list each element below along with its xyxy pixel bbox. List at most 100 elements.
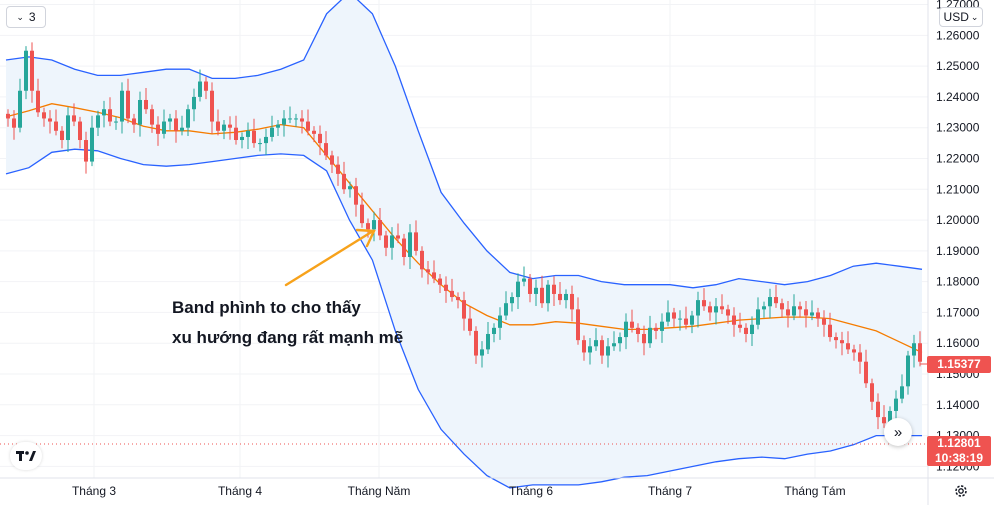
candle-body xyxy=(126,90,130,119)
candle-body xyxy=(90,127,94,162)
candle-body xyxy=(354,186,358,205)
price-tick-label: 1.23000 xyxy=(936,121,980,135)
currency-dropdown[interactable]: USD ⌄ xyxy=(939,7,983,27)
price-tick-label: 1.21000 xyxy=(936,182,980,196)
candle-body xyxy=(336,164,340,174)
price-tick-label: 1.24000 xyxy=(936,90,980,104)
candle-body xyxy=(120,90,124,122)
candle-body xyxy=(420,250,424,270)
candle-body xyxy=(834,337,838,341)
candle-body xyxy=(612,343,616,347)
chevron-down-icon: ⌄ xyxy=(16,11,24,22)
candle-body xyxy=(804,309,808,316)
currency-label: USD xyxy=(943,10,969,24)
candle-body xyxy=(702,300,706,307)
countdown-timer: 10:38:19 xyxy=(934,451,984,465)
candle-body xyxy=(750,324,754,334)
settings-gear-icon[interactable] xyxy=(952,482,970,500)
candle-body xyxy=(600,340,604,356)
candle-body xyxy=(708,306,712,313)
candle-body xyxy=(318,133,322,144)
annotation-line2: xu hướng đang rất mạnh mẽ xyxy=(172,328,403,347)
candle-body xyxy=(6,113,10,119)
candle-body xyxy=(348,186,352,190)
candle-body xyxy=(444,284,448,291)
scroll-to-realtime-button[interactable]: » xyxy=(884,418,912,446)
candle-body xyxy=(894,398,898,411)
candle-body xyxy=(720,306,724,310)
candle-body xyxy=(342,173,346,190)
candle-body xyxy=(390,235,394,248)
last-price-tag: 1.12801 10:38:19 xyxy=(927,436,991,466)
candle-body xyxy=(42,112,46,119)
candle-body xyxy=(108,109,112,122)
candle-body xyxy=(882,417,886,424)
tradingview-logo-icon[interactable] xyxy=(10,442,42,470)
candle-body xyxy=(576,309,580,341)
candle-body xyxy=(324,143,328,156)
candle-body xyxy=(360,204,364,224)
candle-body xyxy=(66,115,70,141)
price-tick-label: 1.17000 xyxy=(936,305,980,319)
candle-body xyxy=(870,383,874,402)
candle-body xyxy=(648,327,652,344)
price-tick-label: 1.26000 xyxy=(936,28,980,42)
time-axis: Tháng 3 Tháng 4 Tháng Năm Tháng 6 Tháng 7 Thá… xyxy=(72,484,846,498)
price-axis: 1.27000 1.26000 1.25000 1.24000 1.23000 1.220… xyxy=(936,0,980,473)
candle-body xyxy=(204,81,208,91)
candle-body xyxy=(366,223,370,230)
candle-body xyxy=(174,118,178,131)
time-tick-label: Tháng 4 xyxy=(218,484,262,498)
candle-body xyxy=(378,220,382,236)
candle-body xyxy=(606,346,610,356)
candle-body xyxy=(438,278,442,285)
candle-body xyxy=(678,318,682,320)
candle-body xyxy=(786,309,790,316)
candle-body xyxy=(132,118,136,125)
candle-body xyxy=(726,309,730,316)
candle-body xyxy=(522,278,526,282)
candle-body xyxy=(642,333,646,344)
candle-body xyxy=(330,155,334,165)
candle-body xyxy=(48,118,52,122)
candle-body xyxy=(768,297,772,307)
annotation-arrow xyxy=(284,228,376,287)
candle-body xyxy=(156,124,160,134)
candle-body xyxy=(558,293,562,301)
candle-body xyxy=(528,278,532,294)
price-tick-label: 1.14000 xyxy=(936,398,980,412)
candle-body xyxy=(384,235,388,248)
candle-body xyxy=(540,287,544,304)
interval-dropdown[interactable]: ⌄ 3 xyxy=(6,6,46,28)
candle-body xyxy=(144,99,148,110)
candle-body xyxy=(468,318,472,331)
candle-body xyxy=(150,109,154,125)
candle-body xyxy=(546,284,550,304)
candle-body xyxy=(222,124,226,131)
candle-body xyxy=(114,121,118,123)
candle-body xyxy=(762,306,766,310)
annotation-line1: Band phình to cho thấy xyxy=(172,298,361,317)
candle-body xyxy=(918,343,922,362)
candle-body xyxy=(624,321,628,338)
candle-body xyxy=(72,115,76,122)
candle-body xyxy=(474,330,478,356)
candle-body xyxy=(714,306,718,313)
candle-body xyxy=(294,118,298,120)
candle-body xyxy=(516,281,520,298)
price-tick-label: 1.20000 xyxy=(936,213,980,227)
price-tick-label: 1.27000 xyxy=(936,0,980,12)
candle-body xyxy=(666,312,670,322)
candle-body xyxy=(162,121,166,134)
price-tick-label: 1.25000 xyxy=(936,59,980,73)
candle-body xyxy=(282,118,286,125)
candle-body xyxy=(684,318,688,325)
candle-body xyxy=(780,303,784,310)
candle-body xyxy=(60,130,64,141)
candle-body xyxy=(54,121,58,131)
candle-body xyxy=(234,127,238,141)
candle-body xyxy=(756,309,760,325)
candle-body xyxy=(846,343,850,350)
candle-body xyxy=(456,297,460,301)
